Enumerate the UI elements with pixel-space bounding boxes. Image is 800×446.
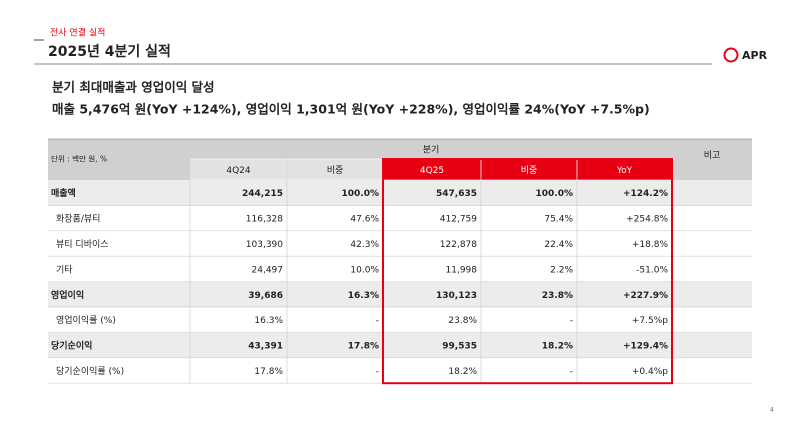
row-label: 화장품/뷰티 [56, 214, 100, 225]
cell-value: 103,390 [246, 240, 283, 250]
logo-text: APR [742, 49, 768, 62]
cell-value: -51.0% [636, 265, 668, 275]
cell-value: +18.8% [632, 240, 669, 250]
section-label: 전사 연결 실적 [50, 27, 105, 39]
logo-mark [723, 47, 739, 63]
cell-value: +129.4% [623, 342, 668, 352]
column-header: 비중 [327, 165, 344, 176]
row-label: 당기순이익률 (%) [56, 365, 124, 377]
cell-value: 2.2% [550, 265, 573, 275]
cell-value: 16.3% [254, 316, 283, 326]
headline: 분기 최대매출과 영업이익 달성 [52, 80, 215, 95]
row-label: 영업이익 [51, 289, 84, 301]
cell-value: 39,686 [248, 291, 283, 301]
header-cell [48, 139, 190, 180]
cell-value: 16.3% [348, 291, 379, 301]
cell-value: 99,535 [442, 342, 477, 352]
cell-value: 412,759 [440, 215, 477, 225]
cell-value: 244,215 [242, 189, 283, 199]
row-bg [48, 180, 752, 206]
unit-label: 단위 : 백만 원, % [51, 154, 107, 164]
cell-value: 23.8% [448, 316, 477, 326]
cell-value: +227.9% [623, 291, 668, 301]
column-header: 4Q24 [226, 166, 251, 176]
page-title: 2025년 4분기 실적 [48, 43, 171, 60]
cell-value: 42.3% [350, 240, 379, 250]
cell-value: 17.8% [348, 342, 379, 352]
header-cell [190, 139, 672, 159]
column-header: YoY [616, 166, 633, 176]
row-bg [48, 332, 752, 358]
note-header: 비고 [704, 150, 721, 161]
cell-value: 43,391 [248, 342, 283, 352]
cell-value: 75.4% [544, 215, 573, 225]
cell-value: +0.4%p [632, 367, 668, 377]
cell-value: +124.2% [623, 189, 668, 199]
cell-value: 100.0% [536, 189, 574, 199]
cell-value: 23.8% [542, 291, 573, 301]
cell-value: 130,123 [436, 291, 477, 301]
cell-value: 547,635 [436, 189, 477, 199]
cell-value: 116,328 [246, 215, 283, 225]
page-number: 4 [770, 407, 774, 414]
row-label: 영업이익률 (%) [56, 314, 116, 326]
cell-value: 122,878 [440, 240, 477, 250]
group-header: 분기 [423, 145, 440, 156]
cell-value: - [570, 316, 573, 326]
cell-value: - [376, 316, 379, 326]
summary-detail: 매출 5,476억 원(YoY +124%), 영업이익 1,301억 원(Yo… [52, 102, 650, 117]
cell-value: - [570, 367, 573, 377]
highlight-box [382, 158, 673, 385]
cell-value: 17.8% [254, 367, 283, 377]
cell-value: 24,497 [252, 265, 284, 275]
header-cell [672, 139, 752, 180]
cell-value: 22.4% [544, 240, 573, 250]
row-label: 당기순이익 [51, 340, 92, 352]
cell-value: 10.0% [350, 265, 379, 275]
cell-value: 11,998 [446, 265, 478, 275]
row-label: 뷰티 디바이스 [56, 239, 109, 250]
cell-value: 47.6% [350, 215, 379, 225]
column-header: 비중 [521, 165, 538, 176]
cell-value: 100.0% [342, 189, 380, 199]
column-header: 4Q25 [420, 166, 444, 176]
row-label: 기타 [56, 264, 73, 275]
row-label: 매출액 [51, 187, 76, 199]
row-bg [48, 281, 752, 307]
cell-value: +7.5%p [632, 316, 668, 326]
cell-value: +254.8% [626, 215, 668, 225]
cell-value: 18.2% [542, 342, 573, 352]
cell-value: - [376, 367, 379, 377]
cell-value: 18.2% [448, 367, 477, 377]
